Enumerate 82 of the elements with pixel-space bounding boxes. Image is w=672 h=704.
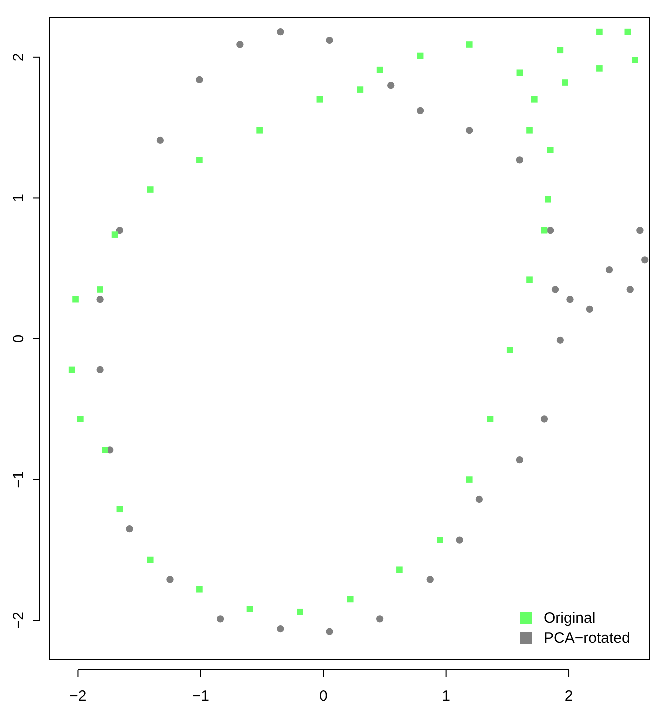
y-tick-label: 2 — [10, 53, 28, 62]
point — [516, 70, 524, 76]
point — [547, 227, 554, 234]
point — [216, 616, 224, 623]
point — [606, 266, 614, 274]
point — [166, 576, 174, 584]
point — [96, 296, 104, 304]
legend-label: PCA−rotated — [544, 630, 630, 647]
point — [466, 42, 473, 48]
y-tick-label: −1 — [10, 471, 28, 488]
legend-label: Original — [544, 610, 596, 627]
point — [256, 127, 263, 134]
point — [506, 347, 514, 354]
point — [78, 416, 84, 422]
point — [116, 227, 124, 234]
point — [376, 616, 384, 623]
point — [624, 28, 632, 36]
point — [556, 336, 564, 344]
point — [544, 196, 552, 203]
point — [357, 86, 364, 93]
point — [417, 52, 424, 60]
x-tick-label: −2 — [70, 688, 87, 704]
point — [126, 526, 134, 533]
point — [68, 366, 76, 374]
point — [487, 416, 494, 422]
point — [642, 256, 649, 264]
x-tick-label: 2 — [564, 688, 574, 704]
point — [388, 82, 395, 90]
point — [526, 127, 533, 134]
point — [596, 66, 603, 72]
point — [562, 80, 568, 86]
point — [97, 286, 104, 293]
y-tick-label: 1 — [10, 194, 28, 202]
point — [156, 136, 164, 144]
x-tick-label: 1 — [442, 688, 450, 704]
point — [426, 576, 434, 584]
point — [547, 147, 554, 154]
point — [636, 227, 644, 234]
point — [586, 306, 594, 313]
point — [437, 537, 444, 544]
point — [466, 476, 473, 483]
point — [526, 276, 533, 284]
point — [112, 232, 118, 238]
point — [596, 28, 603, 36]
point — [376, 66, 384, 74]
x-tick-label: −1 — [192, 688, 210, 704]
x-tick-label: 0 — [319, 688, 328, 704]
point — [236, 41, 244, 48]
point — [466, 127, 474, 134]
point — [632, 57, 638, 64]
point — [316, 96, 324, 103]
point — [532, 96, 538, 103]
point — [456, 536, 464, 544]
point — [516, 456, 524, 464]
point — [116, 506, 124, 513]
point — [196, 586, 203, 593]
point — [102, 447, 108, 454]
point — [196, 76, 204, 84]
point — [416, 107, 424, 114]
point — [540, 416, 548, 423]
point — [277, 28, 284, 36]
point — [626, 286, 634, 294]
point — [541, 227, 548, 234]
point — [566, 296, 574, 304]
point — [326, 36, 334, 44]
point — [196, 157, 203, 164]
point — [147, 556, 154, 564]
point — [516, 156, 524, 164]
point — [396, 566, 403, 574]
point — [96, 366, 104, 374]
y-tick-label: 0 — [10, 334, 28, 344]
point — [297, 608, 304, 616]
point — [277, 625, 284, 633]
point — [72, 296, 79, 303]
point — [552, 286, 560, 294]
point — [246, 606, 254, 612]
point — [476, 496, 484, 504]
point — [557, 47, 564, 54]
point — [347, 596, 354, 603]
point — [326, 628, 334, 636]
y-tick-label: −2 — [10, 612, 28, 630]
point — [147, 186, 154, 193]
